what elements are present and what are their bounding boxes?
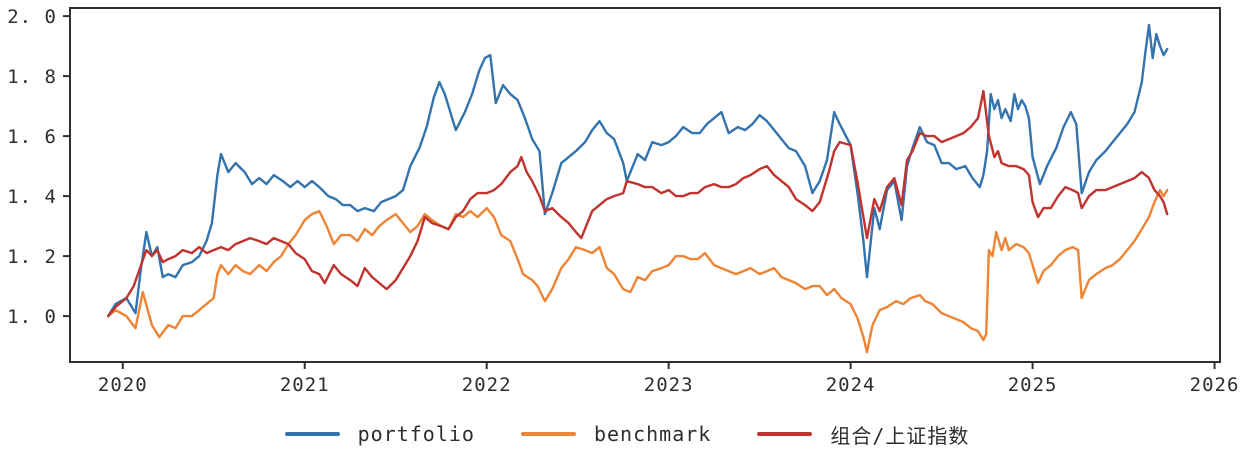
- y-tick-label: 1. 0: [7, 306, 57, 328]
- legend-item-ratio: 组合/上证指数: [757, 420, 969, 449]
- x-tick-label: 2020: [98, 374, 148, 396]
- legend-item-portfolio: portfolio: [284, 422, 475, 446]
- series-line-portfolio: [106, 23, 1169, 318]
- benchmark-line-swatch: [520, 432, 576, 436]
- legend-label-portfolio: portfolio: [357, 422, 475, 446]
- y-tick-label: 1. 4: [7, 186, 57, 208]
- x-tick-label: 2022: [462, 374, 512, 396]
- ratio-line-swatch: [757, 432, 813, 436]
- plot-border: [69, 7, 1221, 363]
- y-tick-label: 2. 0: [7, 6, 57, 28]
- series-line-benchmark: [106, 188, 1169, 354]
- chart-legend: portfolio benchmark 组合/上证指数: [0, 416, 1254, 452]
- y-tick-label: 1. 8: [7, 66, 57, 88]
- x-tick-label: 2021: [280, 374, 330, 396]
- series-line-ratio: [106, 89, 1169, 318]
- x-tick-label: 2024: [826, 374, 876, 396]
- legend-label-benchmark: benchmark: [593, 422, 712, 446]
- portfolio-line-swatch: [284, 432, 340, 436]
- legend-item-benchmark: benchmark: [520, 422, 712, 446]
- x-tick-label: 2025: [1008, 374, 1058, 396]
- y-tick-label: 1. 6: [7, 126, 57, 148]
- x-tick-label: 2023: [644, 374, 694, 396]
- x-tick-label: 2026: [1190, 374, 1240, 396]
- y-tick-label: 1. 2: [7, 246, 57, 268]
- legend-label-ratio: 组合/上证指数: [830, 423, 970, 448]
